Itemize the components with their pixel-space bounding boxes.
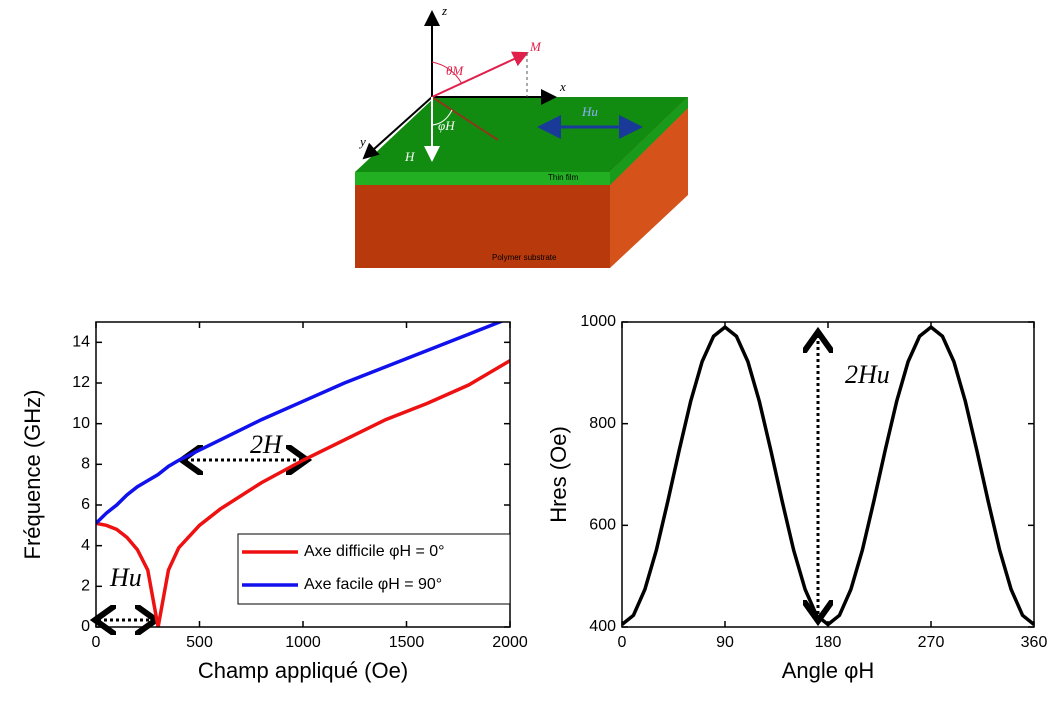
projection [431, 96, 499, 141]
label: y [358, 134, 366, 149]
x-tick-label: 90 [716, 634, 734, 651]
film-front [355, 172, 610, 185]
y-tick-label: 1000 [580, 313, 616, 330]
legend-label: Axe difficile φH = 0° [304, 543, 445, 560]
y-axis-label: Hres (Oe) [546, 426, 571, 523]
label: Thin film [548, 173, 579, 182]
annotation: Hu [109, 563, 142, 592]
plot-frame [621, 321, 1035, 628]
y-axis [362, 96, 433, 160]
label: z [441, 3, 447, 18]
y-tick-label: 600 [589, 517, 616, 534]
y-tick-label: 6 [81, 496, 90, 513]
y-tick-label: 800 [589, 415, 616, 432]
x-axis-label: Champ appliqué (Oe) [198, 658, 408, 683]
label: x [559, 79, 566, 94]
y-tick-label: 12 [72, 374, 90, 391]
annotation: 2H [250, 430, 283, 459]
plot-frame [95, 321, 511, 628]
y-tick-label: 2 [81, 578, 90, 595]
label: M [529, 39, 542, 54]
x-tick-label: 1000 [285, 634, 321, 651]
y-tick-label: 400 [589, 618, 616, 635]
label: θM [446, 63, 464, 78]
legend-label: Axe facile φH = 90° [304, 576, 442, 593]
y-axis-label: Fréquence (GHz) [20, 390, 45, 560]
x-tick-label: 500 [186, 634, 213, 651]
x-tick-label: 0 [92, 634, 101, 651]
y-tick-label: 14 [72, 334, 90, 351]
film-side [610, 97, 688, 185]
label: Polymer substrate [492, 253, 557, 262]
angle-arc [431, 109, 453, 126]
substrate-front [355, 185, 610, 268]
y-tick-label: 0 [81, 618, 90, 635]
illustration: z x y θM M Hu φH H Thin film Polymer sub… [355, 3, 688, 268]
x-tick-label: 0 [618, 634, 627, 651]
x-tick-label: 360 [1021, 634, 1048, 651]
label: Hu [581, 104, 598, 119]
angle-arc [431, 61, 463, 85]
m-vector [431, 51, 529, 98]
legend-box [237, 533, 511, 605]
substrate-side [610, 97, 688, 268]
label: H [404, 149, 415, 164]
x-tick-label: 180 [815, 634, 842, 651]
x-tick-label: 2000 [492, 634, 528, 651]
series-line [96, 322, 505, 525]
x-tick-label: 1500 [389, 634, 425, 651]
label: φH [438, 118, 455, 133]
y-tick-label: 4 [81, 537, 90, 554]
annotation: 2Hu [845, 360, 890, 389]
y-tick-label: 10 [72, 415, 90, 432]
series-line [96, 359, 510, 627]
series-line [622, 324, 1034, 627]
y-tick-label: 8 [81, 456, 90, 473]
x-axis-label: Angle φH [782, 658, 875, 683]
x-tick-label: 270 [918, 634, 945, 651]
